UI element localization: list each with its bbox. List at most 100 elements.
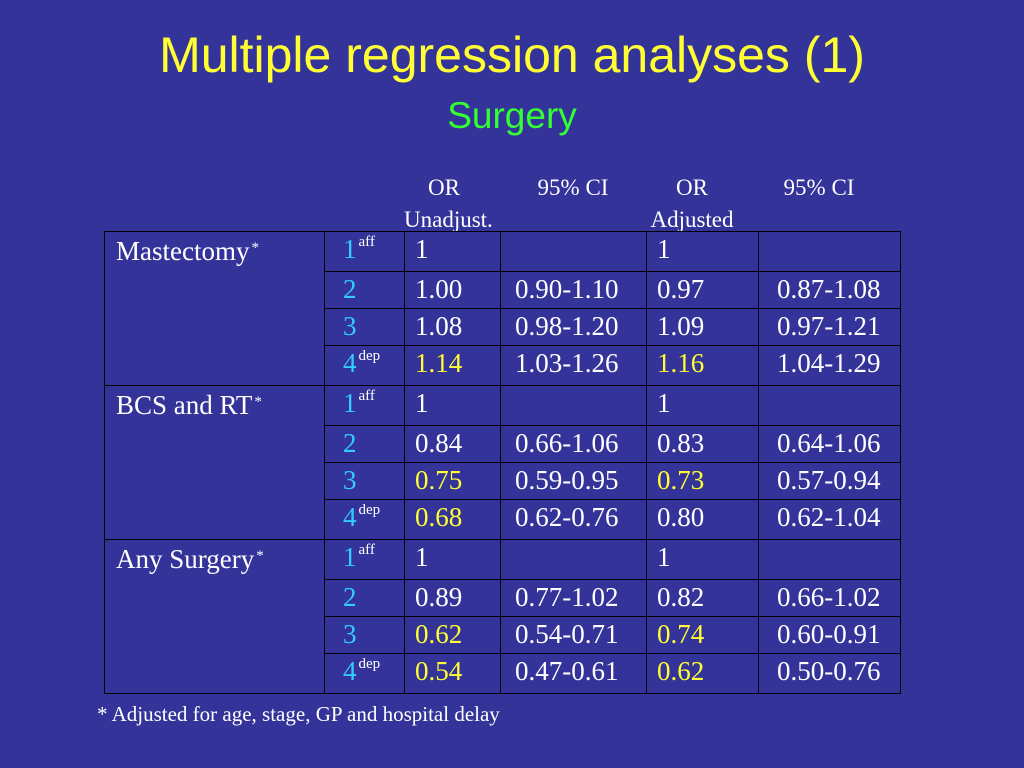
- or-adjusted-cell: 1.16: [646, 345, 759, 386]
- level-cell: 3: [324, 616, 405, 654]
- level-cell: 3: [324, 462, 405, 500]
- or-adjusted-cell: 1: [646, 231, 759, 272]
- table-row: 2 0.89 0.77-1.02 0.82 0.66-1.02: [105, 579, 901, 617]
- ci-adjusted-cell: [758, 231, 901, 272]
- or-adjusted-cell: 1: [646, 385, 759, 426]
- table-row: 2 0.84 0.66-1.06 0.83 0.64-1.06: [105, 425, 901, 463]
- level-superscript: aff: [358, 234, 375, 250]
- or-unadjusted-cell: 0.62: [404, 616, 501, 654]
- or-adjusted-cell: 1: [646, 539, 759, 580]
- or-unadjusted-cell: 1: [404, 539, 501, 580]
- or-unadjusted-cell: 1.00: [404, 271, 501, 309]
- or-unadjusted-cell: 1: [404, 385, 501, 426]
- table-row: 4 dep 0.54 0.47-0.61 0.62 0.50-0.76: [105, 653, 901, 694]
- level-cell: 1 aff: [324, 385, 405, 426]
- level-cell: 2: [324, 579, 405, 617]
- level-cell: 2: [324, 425, 405, 463]
- asterisk-marker: *: [251, 240, 259, 256]
- group-label-text: Any Surgery: [116, 544, 255, 574]
- level-number: 1: [343, 234, 357, 264]
- ci-unadjusted-cell: [500, 539, 647, 580]
- level-cell: 4 dep: [324, 345, 405, 386]
- level-number: 1: [343, 388, 357, 418]
- level-number: 4: [343, 656, 357, 686]
- or-adjusted-cell: 0.80: [646, 499, 759, 540]
- regression-table: Mastectomy * 1 aff 1 1 2 1.00 0.90-1.10 0.97 0.87-…: [104, 231, 901, 694]
- ci-unadjusted-cell: 0.77-1.02: [500, 579, 647, 617]
- column-header-ci-adjusted: 95% CI: [764, 172, 874, 204]
- column-header-ci-unadjusted: 95% CI: [518, 172, 628, 204]
- ci-unadjusted-cell: 0.59-0.95: [500, 462, 647, 500]
- ci-unadjusted-cell: [500, 385, 647, 426]
- ci-unadjusted-cell: 0.90-1.10: [500, 271, 647, 309]
- group-label: BCS and RT *: [104, 385, 325, 540]
- table-row: Mastectomy * 1 aff 1 1: [104, 231, 901, 386]
- ci-unadjusted-cell: 0.47-0.61: [500, 653, 647, 694]
- level-number: 1: [343, 542, 357, 572]
- level-cell: 1 aff: [324, 231, 405, 272]
- or-adjusted-cell: 0.83: [646, 425, 759, 463]
- level-cell: 4 dep: [324, 499, 405, 540]
- table-row: Any Surgery * 1 aff 1 1: [104, 539, 901, 694]
- column-header-or-unadjusted: OR Unadjust.: [404, 172, 493, 236]
- table-row: 3 0.62 0.54-0.71 0.74 0.60-0.91: [105, 616, 901, 654]
- level-cell: 2: [324, 271, 405, 309]
- group-label: Mastectomy *: [104, 231, 325, 386]
- ci-adjusted-cell: [758, 385, 901, 426]
- column-header-or-adjusted: OR Adjusted: [644, 172, 740, 236]
- ci-adjusted-cell: 0.62-1.04: [758, 499, 901, 540]
- group-label-text: BCS and RT: [116, 390, 253, 420]
- or-unadjusted-cell: 1.08: [404, 308, 501, 346]
- or-unadjusted-cell: 0.68: [404, 499, 501, 540]
- or-adjusted-cell: 0.73: [646, 462, 759, 500]
- ci-unadjusted-cell: 0.98-1.20: [500, 308, 647, 346]
- level-number: 2: [343, 428, 357, 458]
- ci-unadjusted-cell: 0.62-0.76: [500, 499, 647, 540]
- ci-adjusted-cell: 0.50-0.76: [758, 653, 901, 694]
- or-unadjusted-cell: 0.84: [404, 425, 501, 463]
- asterisk-marker: *: [256, 548, 264, 564]
- column-header-line: 95% CI: [783, 175, 855, 200]
- footnote: * Adjusted for age, stage, GP and hospit…: [97, 702, 500, 726]
- ci-unadjusted-cell: [500, 231, 647, 272]
- level-cell: 4 dep: [324, 653, 405, 694]
- level-superscript: aff: [358, 542, 375, 558]
- level-cell: 1 aff: [324, 539, 405, 580]
- level-number: 4: [343, 348, 357, 378]
- level-number: 4: [343, 502, 357, 532]
- ci-unadjusted-cell: 1.03-1.26: [500, 345, 647, 386]
- slide-title: Multiple regression analyses (1): [159, 27, 865, 83]
- or-adjusted-cell: 0.82: [646, 579, 759, 617]
- level-superscript: aff: [358, 388, 375, 404]
- column-header-line: OR: [676, 175, 708, 200]
- level-number: 3: [343, 619, 357, 649]
- ci-unadjusted-cell: 0.54-0.71: [500, 616, 647, 654]
- ci-adjusted-cell: 0.87-1.08: [758, 271, 901, 309]
- level-superscript: dep: [358, 502, 381, 518]
- level-number: 2: [343, 582, 357, 612]
- table-row: BCS and RT * 1 aff 1 1: [104, 385, 901, 540]
- ci-unadjusted-cell: 0.66-1.06: [500, 425, 647, 463]
- slide-subtitle: Surgery: [447, 95, 577, 136]
- level-superscript: dep: [358, 348, 381, 364]
- group-label: Any Surgery *: [104, 539, 325, 694]
- level-number: 3: [343, 311, 357, 341]
- ci-adjusted-cell: [758, 539, 901, 580]
- column-header-line: 95% CI: [537, 175, 609, 200]
- or-adjusted-cell: 0.97: [646, 271, 759, 309]
- level-number: 2: [343, 274, 357, 304]
- or-adjusted-cell: 0.62: [646, 653, 759, 694]
- ci-adjusted-cell: 0.64-1.06: [758, 425, 901, 463]
- level-cell: 3: [324, 308, 405, 346]
- or-unadjusted-cell: 0.54: [404, 653, 501, 694]
- ci-adjusted-cell: 0.66-1.02: [758, 579, 901, 617]
- column-header-line: Unadjust.: [404, 207, 493, 232]
- or-unadjusted-cell: 0.89: [404, 579, 501, 617]
- ci-adjusted-cell: 1.04-1.29: [758, 345, 901, 386]
- asterisk-marker: *: [254, 394, 262, 410]
- level-number: 3: [343, 465, 357, 495]
- group-label-text: Mastectomy: [116, 236, 250, 266]
- table-row: 2 1.00 0.90-1.10 0.97 0.87-1.08: [105, 271, 901, 309]
- or-adjusted-cell: 0.74: [646, 616, 759, 654]
- or-adjusted-cell: 1.09: [646, 308, 759, 346]
